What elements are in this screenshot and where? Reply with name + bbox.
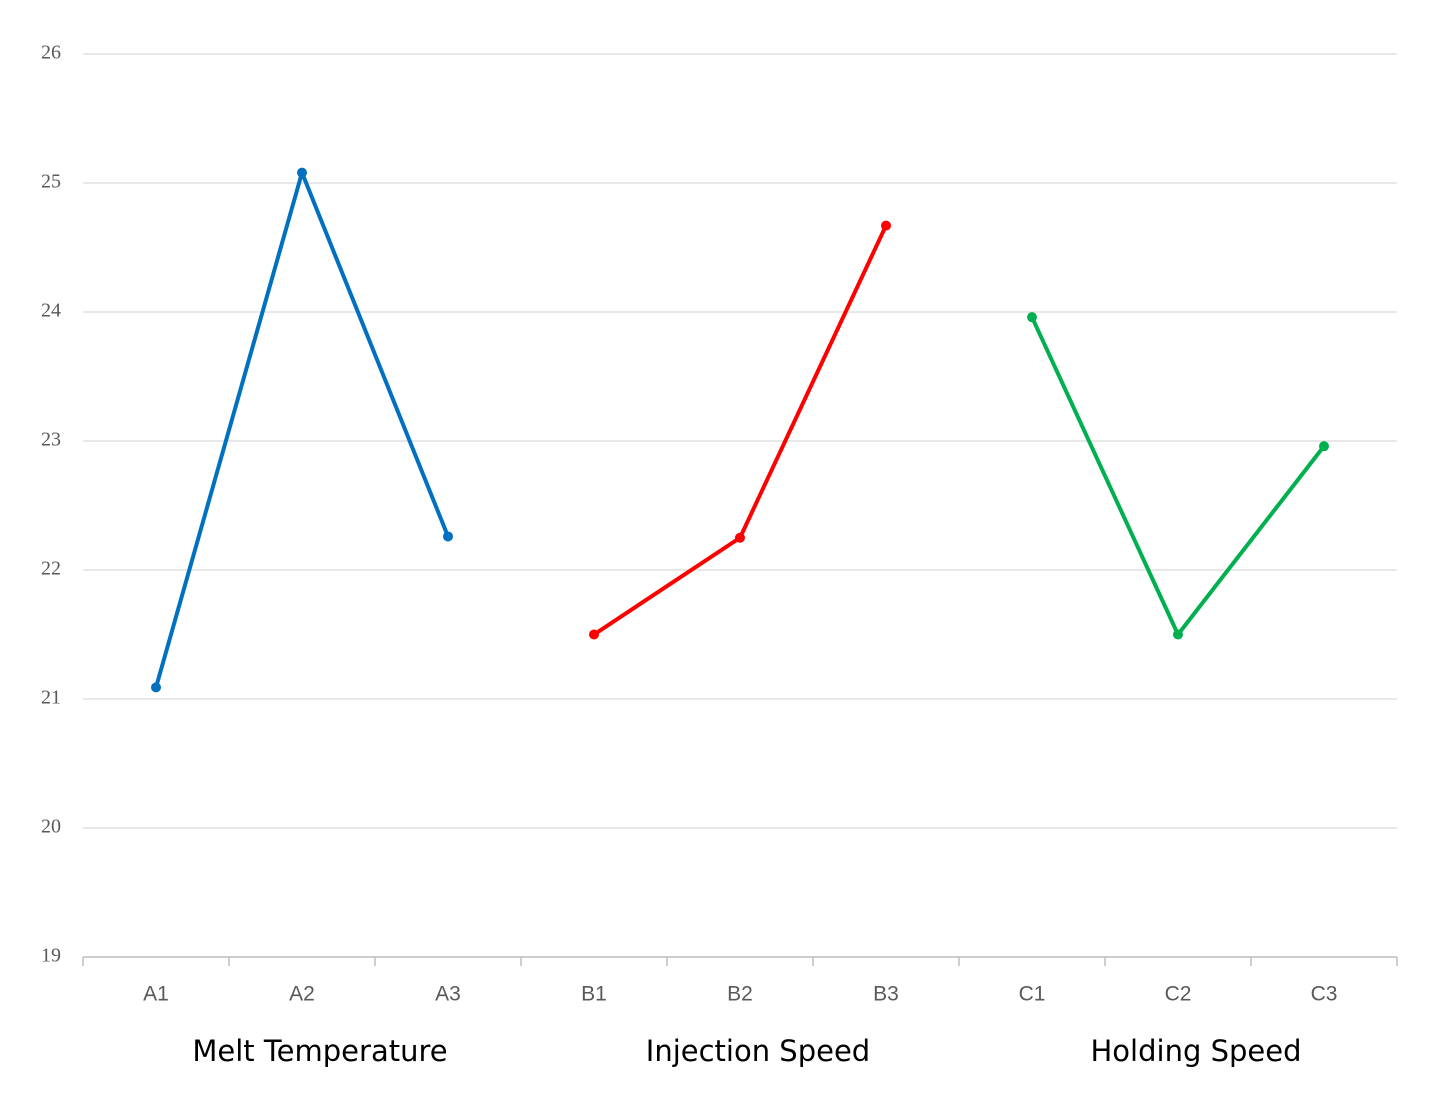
group-label: Melt Temperature xyxy=(192,1034,447,1068)
y-tick-label: 22 xyxy=(41,558,61,580)
point xyxy=(1173,629,1183,640)
point xyxy=(881,220,891,231)
y-tick-label: 23 xyxy=(41,429,61,451)
x-tick-label: C3 xyxy=(1311,983,1338,1006)
point xyxy=(297,167,307,178)
point xyxy=(1027,312,1037,323)
y-tick-label: 20 xyxy=(41,816,61,838)
y-tick-label: 24 xyxy=(41,300,61,322)
x-tick-label: C2 xyxy=(1165,983,1192,1006)
series-line xyxy=(154,170,450,688)
group-label: Injection Speed xyxy=(646,1034,870,1068)
x-tick-label: C1 xyxy=(1019,983,1046,1006)
x-tick-label: A1 xyxy=(143,983,169,1006)
y-tick-label: 19 xyxy=(41,945,61,967)
y-tick-label: 25 xyxy=(41,171,61,193)
point xyxy=(443,531,453,542)
x-tick-label: B1 xyxy=(581,983,607,1006)
y-tick-label: 26 xyxy=(41,42,61,64)
point xyxy=(735,532,745,543)
series-line xyxy=(592,224,888,637)
point xyxy=(1319,441,1329,452)
series-line xyxy=(1030,316,1326,637)
x-tick-label: A3 xyxy=(435,983,461,1006)
group-label: Holding Speed xyxy=(1091,1034,1302,1068)
x-tick-label: A2 xyxy=(289,983,315,1006)
point xyxy=(589,629,599,640)
y-tick-label: 21 xyxy=(41,687,61,709)
x-tick-label: B2 xyxy=(727,983,753,1006)
point xyxy=(151,682,161,693)
x-tick-label: B3 xyxy=(873,983,899,1006)
